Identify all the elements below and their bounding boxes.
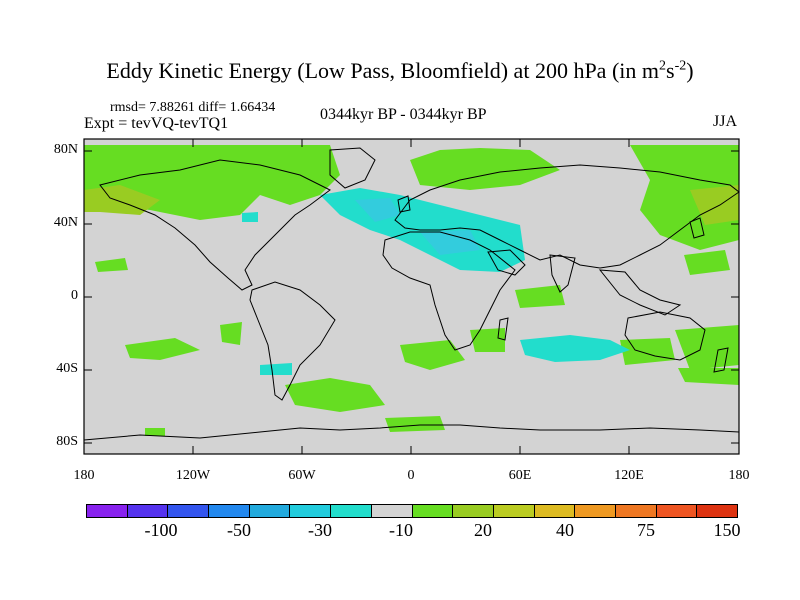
green-patch-southern-ocean-pacific xyxy=(125,338,200,360)
colorbar-segment xyxy=(290,505,332,517)
lon-label-0: 0 xyxy=(407,468,415,483)
coastline-africa xyxy=(382,231,516,351)
colorbar-segment xyxy=(697,505,737,517)
colorbar-segment xyxy=(412,505,454,517)
cyan-patch-north-pacific-small xyxy=(242,212,258,222)
coastline-new-zealand xyxy=(713,347,729,373)
cyan-patch-mediterranean-core xyxy=(420,230,480,255)
axis-ticks xyxy=(84,139,739,454)
colorbar-label: 150 xyxy=(713,520,741,540)
colorbar xyxy=(86,504,738,518)
colorbar-segment xyxy=(453,505,494,517)
green-patch-south-atlantic xyxy=(400,340,465,370)
lat-label-80s: 80S xyxy=(56,434,78,449)
colorbar-segment xyxy=(249,505,291,517)
green-patch-new-zealand xyxy=(675,325,739,370)
colorbar-segment xyxy=(127,505,169,517)
green-patch-north-pacific-small xyxy=(684,250,730,275)
green-patch-australia-south xyxy=(620,338,675,365)
lon-label-60w: 60W xyxy=(288,468,316,483)
lon-label-180e: 180 xyxy=(728,468,750,483)
green-patch-north-pacific xyxy=(84,185,160,215)
colorbar-segment xyxy=(209,505,250,517)
season-label: JJA xyxy=(713,113,738,130)
lon-label-120e: 120E xyxy=(614,468,644,483)
colorbar-segment xyxy=(493,505,535,517)
colorbar-segment xyxy=(371,505,413,517)
green-patch-antarctic-atlantic xyxy=(385,416,445,432)
colorbar-label: 75 xyxy=(637,520,655,540)
coastline-india xyxy=(549,254,576,293)
experiment-label: Expt = tevVQ-tevTQ1 xyxy=(84,115,229,132)
lat-label-80n: 80N xyxy=(53,142,78,157)
colorbar-segment xyxy=(656,505,698,517)
chart-title: Eddy Kinetic Energy (Low Pass, Bloomfiel… xyxy=(106,58,694,83)
anomaly-fields xyxy=(84,145,739,436)
cyan-patch-south-pacific xyxy=(260,363,292,375)
green-patch-east-asia-light xyxy=(690,185,739,225)
colorbar-segment xyxy=(615,505,657,517)
lon-label-120w: 120W xyxy=(175,468,211,483)
green-patch-arabian-sea xyxy=(515,285,565,308)
cyan-patch-indian-ocean xyxy=(520,335,630,362)
lat-label-eq: 0 xyxy=(71,288,78,303)
coastline-antarctica xyxy=(83,424,740,441)
coastlines xyxy=(83,147,740,441)
green-patch-eurasia-arctic xyxy=(410,148,560,190)
coastline-greenland xyxy=(329,147,376,189)
colorbar-label: -10 xyxy=(389,520,413,540)
colorbar-label: -100 xyxy=(144,520,178,540)
coastline-australia xyxy=(624,311,706,361)
cyan-patch-north-atlantic-core xyxy=(355,198,400,222)
green-patch-southern-ocean-atlantic xyxy=(285,378,385,412)
stats-label: rmsd= 7.88261 diff= 1.66434 xyxy=(110,100,276,115)
green-patch-south-africa xyxy=(470,328,505,352)
period-label: 0344kyr BP - 0344kyr BP xyxy=(320,106,487,123)
colorbar-label: -50 xyxy=(227,520,251,540)
green-patch-north-atlantic-small xyxy=(95,258,128,272)
green-patch-antarctic-small xyxy=(145,428,165,436)
coastline-british-isles xyxy=(397,195,411,213)
colorbar-segment xyxy=(168,505,210,517)
coastline-south-america xyxy=(249,281,336,401)
green-patch-southern-ocean-east xyxy=(678,368,739,385)
colorbar-segment xyxy=(575,505,616,517)
coastline-madagascar xyxy=(497,317,509,341)
lon-label-60e: 60E xyxy=(508,468,532,483)
green-patch-south-pacific-small xyxy=(220,322,242,345)
lat-label-40n: 40N xyxy=(53,215,78,230)
lat-label-40s: 40S xyxy=(56,361,78,376)
colorbar-segment xyxy=(87,505,128,517)
colorbar-segment xyxy=(331,505,372,517)
colorbar-label: 20 xyxy=(474,520,492,540)
colorbar-label: 40 xyxy=(556,520,574,540)
coastline-southeast-asia xyxy=(598,269,682,316)
coastline-eurasia xyxy=(394,164,740,269)
coastline-japan xyxy=(689,217,705,239)
coastline-arabia xyxy=(487,249,526,276)
colorbar-segment xyxy=(534,505,576,517)
colorbar-label: -30 xyxy=(308,520,332,540)
coastline-north-america xyxy=(99,159,331,291)
lon-label-180w: 180 xyxy=(73,468,95,483)
